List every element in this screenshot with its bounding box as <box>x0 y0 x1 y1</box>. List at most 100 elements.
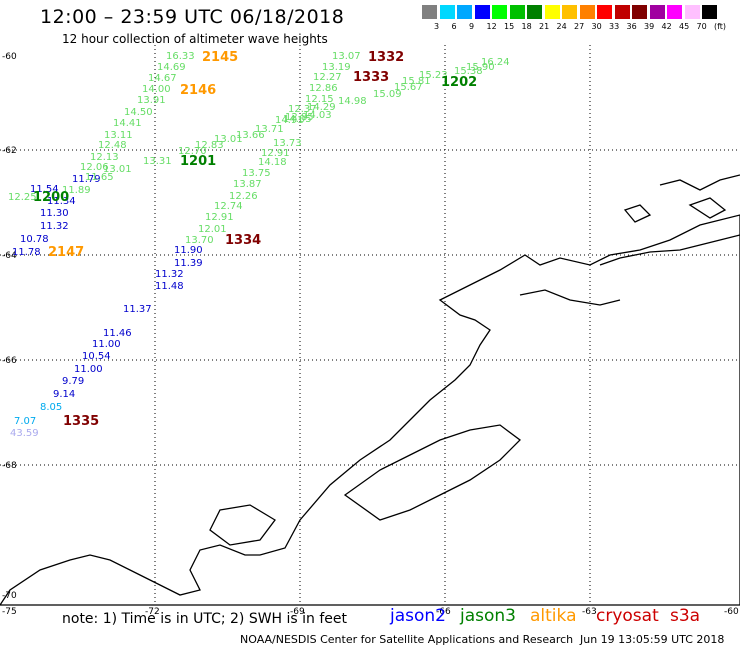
wave-height-value: 15.23 <box>419 70 448 81</box>
wave-height-value: 13.19 <box>322 62 351 73</box>
color-scale-cell <box>544 5 560 19</box>
lat-label: -70 <box>2 591 17 601</box>
wave-height-value: 13.66 <box>236 130 265 141</box>
color-scale-cell <box>439 5 455 19</box>
legend-jason3: jason3 <box>460 606 516 626</box>
color-scale-label: 27 <box>574 22 585 31</box>
color-scale-label: 12 <box>486 22 497 31</box>
lon-label: -66 <box>436 607 451 617</box>
time-label: 2145 <box>202 50 238 65</box>
color-scale-label: 15 <box>504 22 515 31</box>
wave-height-value: 11.00 <box>74 364 103 375</box>
wave-height-value: 11.48 <box>155 281 184 292</box>
footer-timestamp: Jun 19 13:05:59 UTC 2018 <box>580 633 725 646</box>
page-title: 12:00 – 23:59 UTC 06/18/2018 <box>40 6 345 28</box>
wave-height-value: 11.00 <box>92 339 121 350</box>
wave-height-value: 12.27 <box>313 72 342 83</box>
page-subtitle: 12 hour collection of altimeter wave hei… <box>62 32 328 46</box>
color-scale-label: 70 <box>696 22 707 31</box>
wave-height-value: 9.79 <box>62 376 84 387</box>
wave-height-value: 13.91 <box>137 95 166 106</box>
wave-height-value: 11.79 <box>72 174 101 185</box>
wave-height-value: 12.91 <box>205 212 234 223</box>
color-scale-label: 36 <box>626 22 637 31</box>
wave-height-value: 12.74 <box>214 201 243 212</box>
wave-height-value: 13.71 <box>255 124 284 135</box>
wave-height-value: 13.07 <box>332 51 361 62</box>
wave-height-value: 15.90 <box>466 62 495 73</box>
wave-height-value: 12.85 <box>285 112 314 123</box>
wave-height-value: 14.91 <box>275 115 304 126</box>
time-labels: 2145 2146 1332 1333 1202 1201 1200 1334 … <box>33 50 477 429</box>
wave-height-value: 11.65 <box>85 172 114 183</box>
color-scale-label: 18 <box>521 22 532 31</box>
time-label: 1201 <box>180 154 216 169</box>
time-label: 1335 <box>63 414 99 429</box>
wave-height-value: 11.78 <box>12 247 41 258</box>
wave-height-value: 14.00 <box>142 84 171 95</box>
legend-jason2: jason2 <box>390 606 446 626</box>
wave-height-value: 11.30 <box>40 208 69 219</box>
wave-height-value: 8.05 <box>40 402 62 413</box>
time-label: 1200 <box>33 190 69 205</box>
lat-label: -66 <box>2 356 17 366</box>
color-scale-cell <box>474 5 490 19</box>
wave-height-value: 11.37 <box>123 304 152 315</box>
wave-height-value: 14.03 <box>303 110 332 121</box>
wave-height-value: 13.31 <box>143 156 172 167</box>
wave-height-value: 12.48 <box>98 140 127 151</box>
wave-height-value: 14.29 <box>307 102 336 113</box>
wave-height-value: 13.70 <box>185 235 214 246</box>
wave-height-value: 12.91 <box>261 148 290 159</box>
color-scale-label: 21 <box>539 22 550 31</box>
wave-height-value: 12.06 <box>80 162 109 173</box>
color-scale-cell <box>649 5 665 19</box>
wave-height-value: 15.81 <box>402 76 431 87</box>
lat-label: -60 <box>2 52 17 62</box>
wave-height-value: 10.54 <box>82 351 111 362</box>
wave-height-value: 11.32 <box>40 221 69 232</box>
wave-height-value: 11.54 <box>30 184 59 195</box>
color-scale-cell <box>509 5 525 19</box>
wave-height-value: 15.38 <box>454 66 483 77</box>
wave-height-value: 11.32 <box>155 269 184 280</box>
lon-label: -75 <box>2 607 17 617</box>
lon-label: -60 <box>724 607 739 617</box>
wave-height-value: 14.05 <box>283 114 312 125</box>
wave-height-value: 7.07 <box>14 416 36 427</box>
time-label: 1334 <box>225 233 261 248</box>
time-label: 1202 <box>441 75 477 90</box>
color-scale-cell <box>422 5 437 19</box>
legend-altika: altika <box>530 606 577 626</box>
wave-height-value: 13.01 <box>214 134 243 145</box>
lon-label: -63 <box>582 607 597 617</box>
wave-height-value: 12.83 <box>195 140 224 151</box>
color-scale-label: 33 <box>609 22 620 31</box>
lat-label: -64 <box>2 251 17 261</box>
wave-height-value: 12.13 <box>90 152 119 163</box>
color-scale-cell <box>527 5 542 19</box>
time-label: 2147 <box>48 245 84 260</box>
color-scale-cell <box>562 5 577 19</box>
footer-credit: NOAA/NESDIS Center for Satellite Applica… <box>240 633 574 646</box>
color-scale-cell <box>597 5 612 19</box>
color-scale-label: 3 <box>434 22 440 31</box>
color-scale-label: (ft) <box>714 22 727 31</box>
wave-height-value: 13.11 <box>104 130 133 141</box>
wave-height-value: 11.46 <box>103 328 132 339</box>
latitude-labels: -60 -62 -64 -66 -68 -70 <box>2 52 17 601</box>
wave-height-value: 12.86 <box>309 83 338 94</box>
color-scale-label: 24 <box>556 22 567 31</box>
color-scale-cell <box>457 5 472 19</box>
note-text: note: 1) Time is in UTC; 2) SWH is in fe… <box>62 611 348 627</box>
color-scale-cell <box>492 5 507 19</box>
color-scale-label: 45 <box>679 22 690 31</box>
wave-height-value: 14.67 <box>148 73 177 84</box>
color-scale-label: 30 <box>591 22 602 31</box>
lon-label: -69 <box>290 607 305 617</box>
color-scale-cell <box>632 5 647 19</box>
wave-height-value: 15.67 <box>394 82 423 93</box>
time-label: 1332 <box>368 50 404 65</box>
wave-height-value: 43.59 <box>10 428 39 439</box>
color-scale-cell <box>684 5 700 19</box>
